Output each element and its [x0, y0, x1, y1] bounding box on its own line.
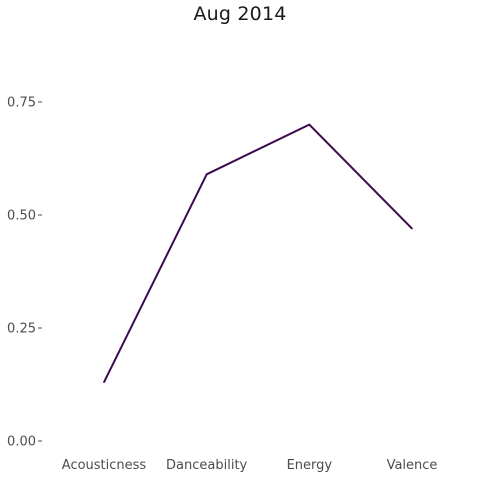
x-tick-label: Valence: [387, 458, 438, 473]
data-point: [205, 173, 208, 176]
data-point: [411, 227, 413, 230]
chart-title: Aug 2014: [193, 3, 287, 25]
x-axis: Acousticness Danceability Energy Valence: [62, 458, 438, 473]
series-lines: [103, 123, 413, 384]
y-tick-label: 0.00: [7, 435, 36, 450]
x-tick-label: Energy: [287, 458, 333, 473]
y-axis: 0.00 0.25 0.50 0.75: [7, 96, 42, 450]
x-tick-label: Acousticness: [62, 458, 147, 473]
series-line: [103, 123, 413, 383]
x-tick-label: Danceability: [166, 458, 248, 473]
data-point: [103, 381, 105, 384]
y-tick-label: 0.50: [7, 209, 36, 224]
data-point: [308, 123, 311, 126]
y-tick-label: 0.25: [7, 322, 36, 337]
y-tick-label: 0.75: [7, 96, 36, 111]
